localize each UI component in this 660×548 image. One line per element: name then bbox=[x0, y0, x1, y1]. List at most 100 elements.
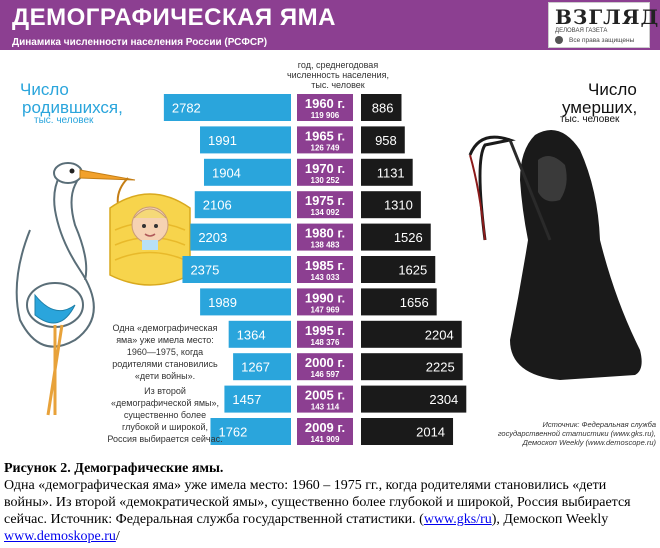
stork-illustration bbox=[15, 162, 191, 416]
deaths-value-2: 1131 bbox=[377, 165, 405, 180]
year-cell-1 bbox=[297, 126, 353, 154]
deaths-value-3: 1310 bbox=[384, 198, 413, 213]
year-label-10: 2009 г. bbox=[305, 420, 345, 435]
population-label-6: 147 969 bbox=[311, 305, 340, 314]
year-label-9: 2005 г. bbox=[305, 388, 345, 403]
demoscope-link[interactable]: www.demoskope.ru bbox=[4, 529, 116, 544]
gks-link[interactable]: www.gks/ru bbox=[423, 512, 492, 527]
deaths-bar-10 bbox=[361, 418, 454, 445]
reaper-illustration bbox=[468, 130, 642, 380]
source-line-2: государственной статистики (www.gks.ru), bbox=[497, 429, 656, 438]
births-value-4: 2203 bbox=[198, 230, 227, 245]
caption-text: Одна «демографическая яма» уже имела мес… bbox=[4, 478, 631, 527]
note-2-line-4: глубокой и широкой, bbox=[121, 422, 209, 432]
note-2-line-5: Россия выбирается сейчас. bbox=[107, 434, 223, 444]
note-2-line-1: Из второй bbox=[144, 386, 186, 396]
demographic-chart: 2782 1960 г.119 906 886 1991 1965 г.126 749 9… bbox=[163, 94, 467, 445]
births-bar-6 bbox=[200, 288, 291, 316]
births-value-0: 2782 bbox=[172, 101, 201, 116]
deaths-label-unit: тыс. человек bbox=[560, 114, 620, 125]
births-value-1: 1991 bbox=[208, 133, 237, 148]
note-1-line-1: Одна «демографическая bbox=[112, 323, 218, 333]
note-first-pit: Одна «демографическая яма» уже имела мес… bbox=[90, 322, 240, 382]
reaper-icon bbox=[468, 130, 642, 380]
brand-rights: Все права защищены bbox=[569, 37, 635, 44]
year-cell-8 bbox=[297, 353, 353, 381]
births-label-unit: тыс. человек bbox=[34, 115, 94, 126]
deaths-value-1: 958 bbox=[375, 133, 397, 148]
stork-icon bbox=[15, 162, 136, 416]
births-bar-0 bbox=[163, 94, 291, 121]
population-label-10: 141 909 bbox=[311, 435, 340, 444]
note-1-line-2: яма» уже имела место: bbox=[116, 335, 214, 345]
year-label-2: 1970 г. bbox=[305, 161, 345, 176]
births-value-6: 1989 bbox=[208, 295, 237, 310]
center-header-line-3: тыс. человек bbox=[311, 80, 365, 90]
caption-body: Одна «демографическая яма» уже имела мес… bbox=[4, 477, 656, 545]
births-bar-3 bbox=[194, 191, 291, 219]
year-cell-10 bbox=[297, 418, 353, 445]
births-value-5: 2375 bbox=[190, 263, 219, 278]
population-label-5: 143 033 bbox=[311, 273, 340, 282]
population-label-7: 148 376 bbox=[311, 338, 340, 347]
source-line-3: Демоскоп Weekly (www.demoscope.ru) bbox=[522, 438, 656, 447]
births-value-10: 1762 bbox=[218, 425, 247, 440]
deaths-value-8: 2225 bbox=[426, 360, 455, 375]
year-label-8: 2000 г. bbox=[305, 355, 345, 370]
deaths-value-5: 1625 bbox=[398, 263, 427, 278]
births-value-2: 1904 bbox=[212, 165, 241, 180]
population-label-3: 134 092 bbox=[311, 208, 340, 217]
deaths-value-9: 2304 bbox=[429, 392, 458, 407]
births-bar-2 bbox=[203, 158, 291, 186]
note-second-pit: Из второй «демографической ямы», существ… bbox=[90, 385, 240, 445]
births-bar-9 bbox=[224, 385, 291, 413]
source-line-1: Источник: Федеральная служба bbox=[542, 420, 656, 429]
deaths-bar-1 bbox=[361, 126, 405, 154]
year-cell-0 bbox=[297, 94, 353, 121]
deaths-label-line-1: Число bbox=[588, 80, 637, 99]
year-cell-2 bbox=[297, 158, 353, 186]
deaths-bar-0 bbox=[361, 94, 402, 121]
caption-text-middle: ), Демоскоп Weekly bbox=[491, 512, 609, 527]
population-label-1: 126 749 bbox=[311, 143, 340, 152]
infographic-title: ДЕМОГРАФИЧЕСКАЯ ЯМА bbox=[12, 4, 336, 31]
deaths-bar-4 bbox=[361, 223, 431, 251]
population-label-2: 130 252 bbox=[311, 176, 340, 185]
year-cell-9 bbox=[297, 385, 353, 413]
year-cell-5 bbox=[297, 256, 353, 283]
center-header-line-2: численность населения, bbox=[286, 70, 390, 80]
infographic: ДЕМОГРАФИЧЕСКАЯ ЯМА Динамика численности… bbox=[0, 0, 660, 447]
deaths-value-7: 2204 bbox=[425, 327, 454, 342]
births-value-3: 2106 bbox=[203, 198, 232, 213]
births-bar-4 bbox=[190, 223, 291, 251]
births-bar-7 bbox=[228, 320, 291, 348]
population-label-9: 143 114 bbox=[311, 403, 340, 412]
caption-title: Рисунок 2. Демографические ямы. bbox=[4, 461, 224, 476]
infographic-subtitle: Динамика численности населения России (Р… bbox=[12, 37, 268, 48]
note-1-line-5: «дети войны». bbox=[134, 371, 196, 381]
year-label-7: 1995 г. bbox=[305, 323, 345, 338]
brand-name: ВЗГЛЯД bbox=[555, 5, 660, 29]
note-1-line-4: родителями становились bbox=[112, 359, 218, 369]
births-bar-5 bbox=[182, 256, 291, 283]
deaths-bar-8 bbox=[361, 353, 463, 381]
deaths-value-4: 1526 bbox=[394, 230, 423, 245]
population-label-4: 138 483 bbox=[311, 241, 340, 250]
center-column-header: год, среднегодовая численность населения… bbox=[268, 60, 408, 90]
deaths-value-10: 2014 bbox=[416, 425, 445, 440]
header-banner: ДЕМОГРАФИЧЕСКАЯ ЯМА Динамика численности… bbox=[0, 0, 660, 50]
deaths-bar-7 bbox=[361, 320, 462, 348]
deaths-value-6: 1656 bbox=[400, 295, 429, 310]
brand-logo: ВЗГЛЯД ДЕЛОВАЯ ГАЗЕТА Все права защищены bbox=[548, 2, 658, 48]
births-value-8: 1267 bbox=[241, 360, 270, 375]
births-label-line-1: Число bbox=[20, 80, 69, 99]
deaths-bar-2 bbox=[361, 158, 413, 186]
births-bar-8 bbox=[233, 353, 291, 381]
year-cell-3 bbox=[297, 191, 353, 219]
copyright-icon bbox=[555, 36, 563, 44]
center-header-line-1: год, среднегодовая bbox=[297, 60, 379, 70]
year-cell-4 bbox=[297, 223, 353, 251]
deaths-bar-9 bbox=[361, 385, 467, 413]
year-label-3: 1975 г. bbox=[305, 193, 345, 208]
births-value-7: 1364 bbox=[237, 327, 266, 342]
